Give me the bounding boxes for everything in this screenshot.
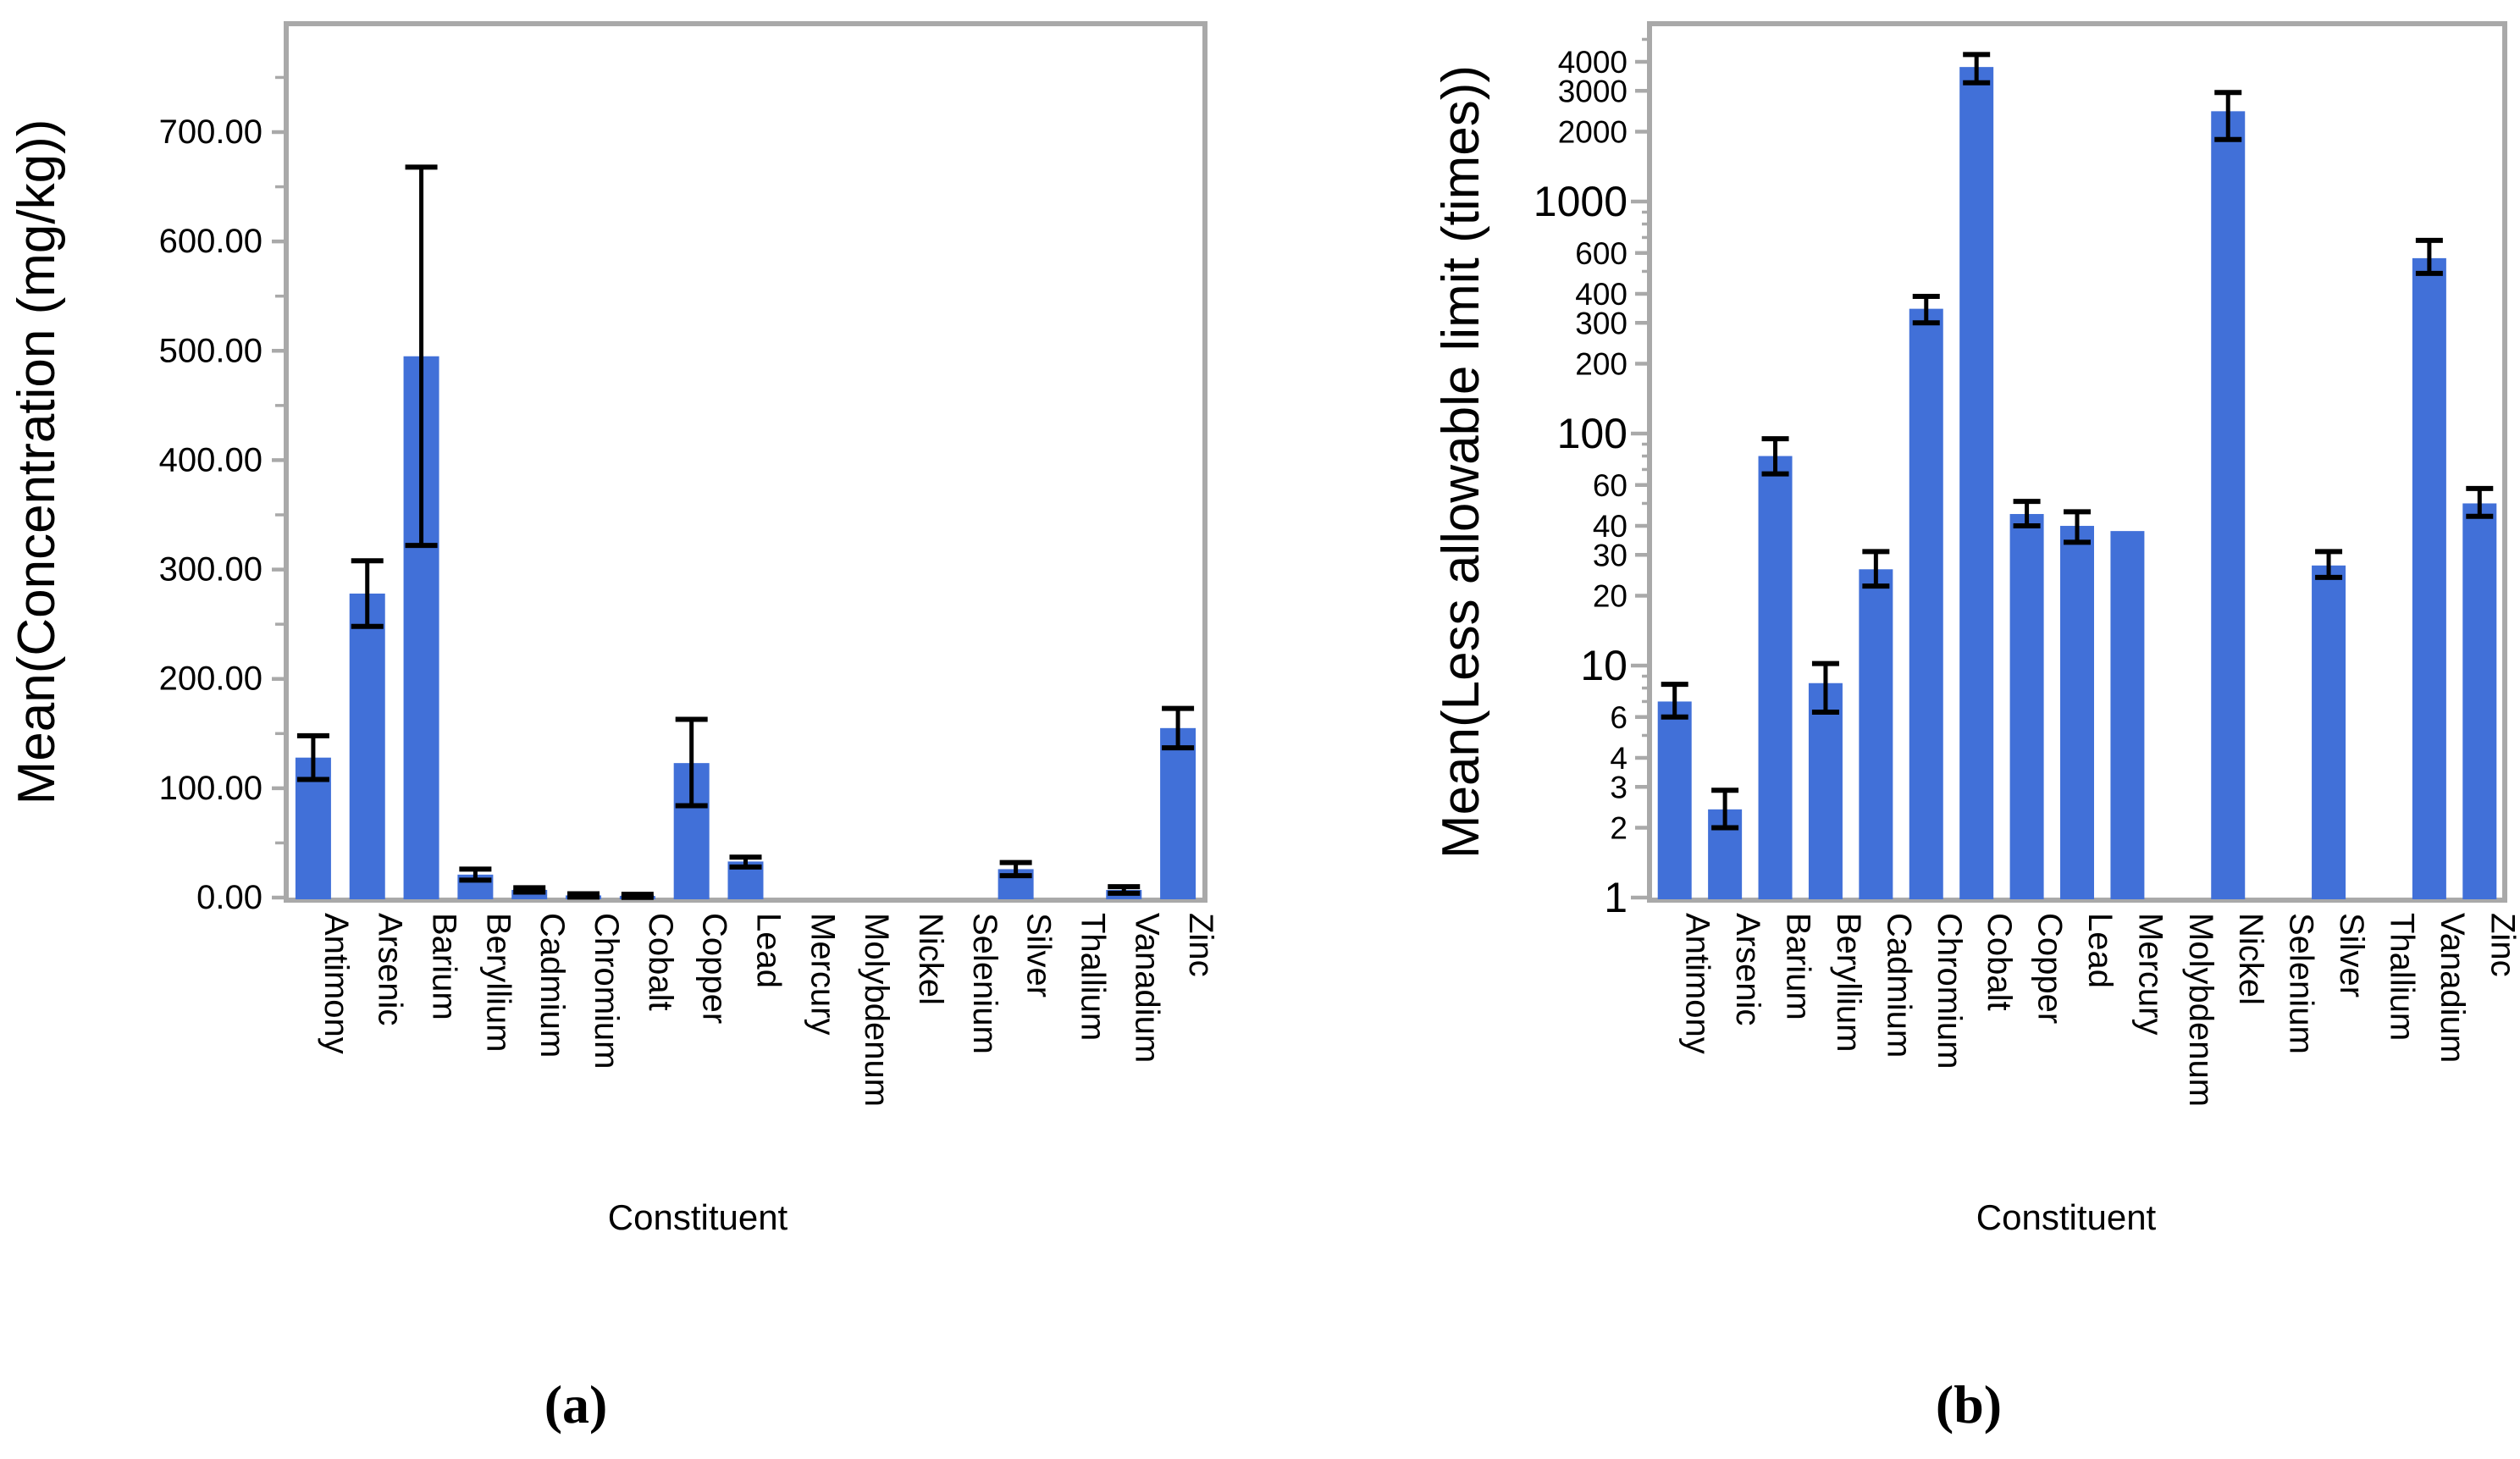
x-category-label-mercury: Mercury xyxy=(804,913,841,1035)
y-tick-label: 4 xyxy=(1610,741,1628,776)
x-category-label-copper: Copper xyxy=(2031,913,2069,1024)
x-category-label-nickel: Nickel xyxy=(912,913,949,1005)
bar-lead xyxy=(2060,526,2094,899)
x-category-label-cobalt: Cobalt xyxy=(1981,913,2018,1011)
y-tick-label: 400.00 xyxy=(159,441,262,478)
x-category-label-selenium: Selenium xyxy=(966,913,1003,1054)
y-tick-label: 100 xyxy=(1557,410,1628,457)
x-category-label-copper: Copper xyxy=(696,913,733,1024)
x-category-label-barium: Barium xyxy=(426,913,463,1020)
y-tick-label: 100.00 xyxy=(159,770,262,807)
bar-arsenic xyxy=(349,593,385,899)
caption-a: (a) xyxy=(544,1374,608,1434)
y-tick-label: 400 xyxy=(1575,277,1628,312)
y-tick-label: 2 xyxy=(1610,811,1628,846)
caption-b: (b) xyxy=(1935,1374,2003,1434)
x-category-labels: Antimony Arsenic Barium Beryllium Cadmium Chr… xyxy=(318,913,1219,1107)
y-tick-label: 200 xyxy=(1575,347,1628,382)
x-category-label-silver: Silver xyxy=(2333,913,2370,998)
x-category-label-molybdenum: Molybdenum xyxy=(858,913,895,1107)
x-category-label-arsenic: Arsenic xyxy=(372,913,409,1025)
panel-a-chart: 0.00 100.00 200.00 300.00 400.00 500.00 600.00… xyxy=(8,21,1219,1237)
y-axis-title: Mean(Concentration (mg/kg)) xyxy=(8,119,66,805)
y-tick-label: 3000 xyxy=(1558,74,1628,108)
y-tick-label: 600.00 xyxy=(159,223,262,260)
bar-zinc xyxy=(2462,503,2497,899)
y-tick-label: 0.00 xyxy=(196,879,262,916)
x-category-labels: Antimony Arsenic Barium Beryllium Cadmium Chr… xyxy=(1679,913,2520,1107)
bar-zinc xyxy=(1160,727,1196,899)
x-category-label-cadmium: Cadmium xyxy=(533,913,571,1058)
y-tick-label: 1 xyxy=(1604,874,1628,921)
bar-antimony xyxy=(1657,701,1692,899)
plot-frame xyxy=(1647,21,2507,903)
x-category-label-silver: Silver xyxy=(1020,913,1058,998)
bar-chromium xyxy=(1909,308,1943,899)
y-tick-label: 4000 xyxy=(1558,45,1628,80)
bar-vanadium xyxy=(2412,257,2446,900)
bar-silver xyxy=(2312,565,2346,899)
x-category-label-zinc: Zinc xyxy=(1182,913,1219,977)
y-tick-label: 3 xyxy=(1610,770,1628,804)
y-tick-label: 40 xyxy=(1593,509,1628,544)
y-tick-label: 6 xyxy=(1610,700,1628,735)
x-category-label-nickel: Nickel xyxy=(2232,913,2269,1005)
bar-barium xyxy=(1758,456,1793,899)
x-category-label-lead: Lead xyxy=(750,913,788,988)
x-category-label-selenium: Selenium xyxy=(2283,913,2320,1054)
y-tick-label: 300 xyxy=(1575,306,1628,340)
y-tick-label: 500.00 xyxy=(159,332,262,369)
bar-beryllium xyxy=(1808,683,1843,899)
x-axis-title: Constituent xyxy=(608,1197,788,1237)
x-category-label-vanadium: Vanadium xyxy=(2434,913,2471,1063)
bar-copper xyxy=(2009,514,2044,899)
y-tick-label: 1000 xyxy=(1534,178,1628,225)
y-tick-label: 600 xyxy=(1575,236,1628,271)
y-tick-label: 700.00 xyxy=(159,113,262,151)
x-category-label-zinc: Zinc xyxy=(2484,913,2520,977)
bar-cobalt xyxy=(1959,67,1994,900)
x-category-label-mercury: Mercury xyxy=(2131,913,2169,1035)
x-category-label-vanadium: Vanadium xyxy=(1128,913,1165,1063)
x-category-label-thallium: Thallium xyxy=(2383,913,2420,1041)
y-tick-label: 20 xyxy=(1593,579,1628,614)
y-axis-title: Mean(Less allowable limit (times)) xyxy=(1432,65,1490,859)
x-category-label-thallium: Thallium xyxy=(1074,913,1111,1041)
x-category-label-antimony: Antimony xyxy=(1679,913,1716,1054)
x-category-label-beryllium: Beryllium xyxy=(1830,913,1867,1052)
x-category-label-cadmium: Cadmium xyxy=(1880,913,1917,1058)
y-tick-label: 300.00 xyxy=(159,551,262,589)
x-category-label-chromium: Chromium xyxy=(1931,913,1968,1069)
y-tick-label: 2000 xyxy=(1558,115,1628,150)
x-axis-title: Constituent xyxy=(1976,1197,2157,1237)
x-category-label-arsenic: Arsenic xyxy=(1729,913,1766,1025)
y-tick-label: 30 xyxy=(1593,538,1628,572)
x-category-label-barium: Barium xyxy=(1780,913,1817,1020)
x-category-label-molybdenum: Molybdenum xyxy=(2182,913,2219,1107)
y-tick-label: 60 xyxy=(1593,468,1628,503)
y-axis-ticks: 0.00 100.00 200.00 300.00 400.00 500.00 600.00… xyxy=(159,75,286,916)
error-bars xyxy=(1661,52,2494,831)
y-tick-label: 200.00 xyxy=(159,660,262,698)
x-category-label-antimony: Antimony xyxy=(318,913,355,1054)
bar-nickel xyxy=(2211,111,2246,899)
bar-cadmium xyxy=(1859,569,1893,899)
x-category-label-cobalt: Cobalt xyxy=(642,913,679,1011)
error-bars xyxy=(296,164,1195,900)
y-tick-label: 10 xyxy=(1580,642,1628,689)
bar-mercury xyxy=(2110,531,2145,899)
x-category-label-chromium: Chromium xyxy=(588,913,625,1069)
bars xyxy=(295,356,1196,899)
x-category-label-lead: Lead xyxy=(2081,913,2119,988)
bars xyxy=(1657,67,2497,900)
x-category-label-beryllium: Beryllium xyxy=(479,913,517,1052)
